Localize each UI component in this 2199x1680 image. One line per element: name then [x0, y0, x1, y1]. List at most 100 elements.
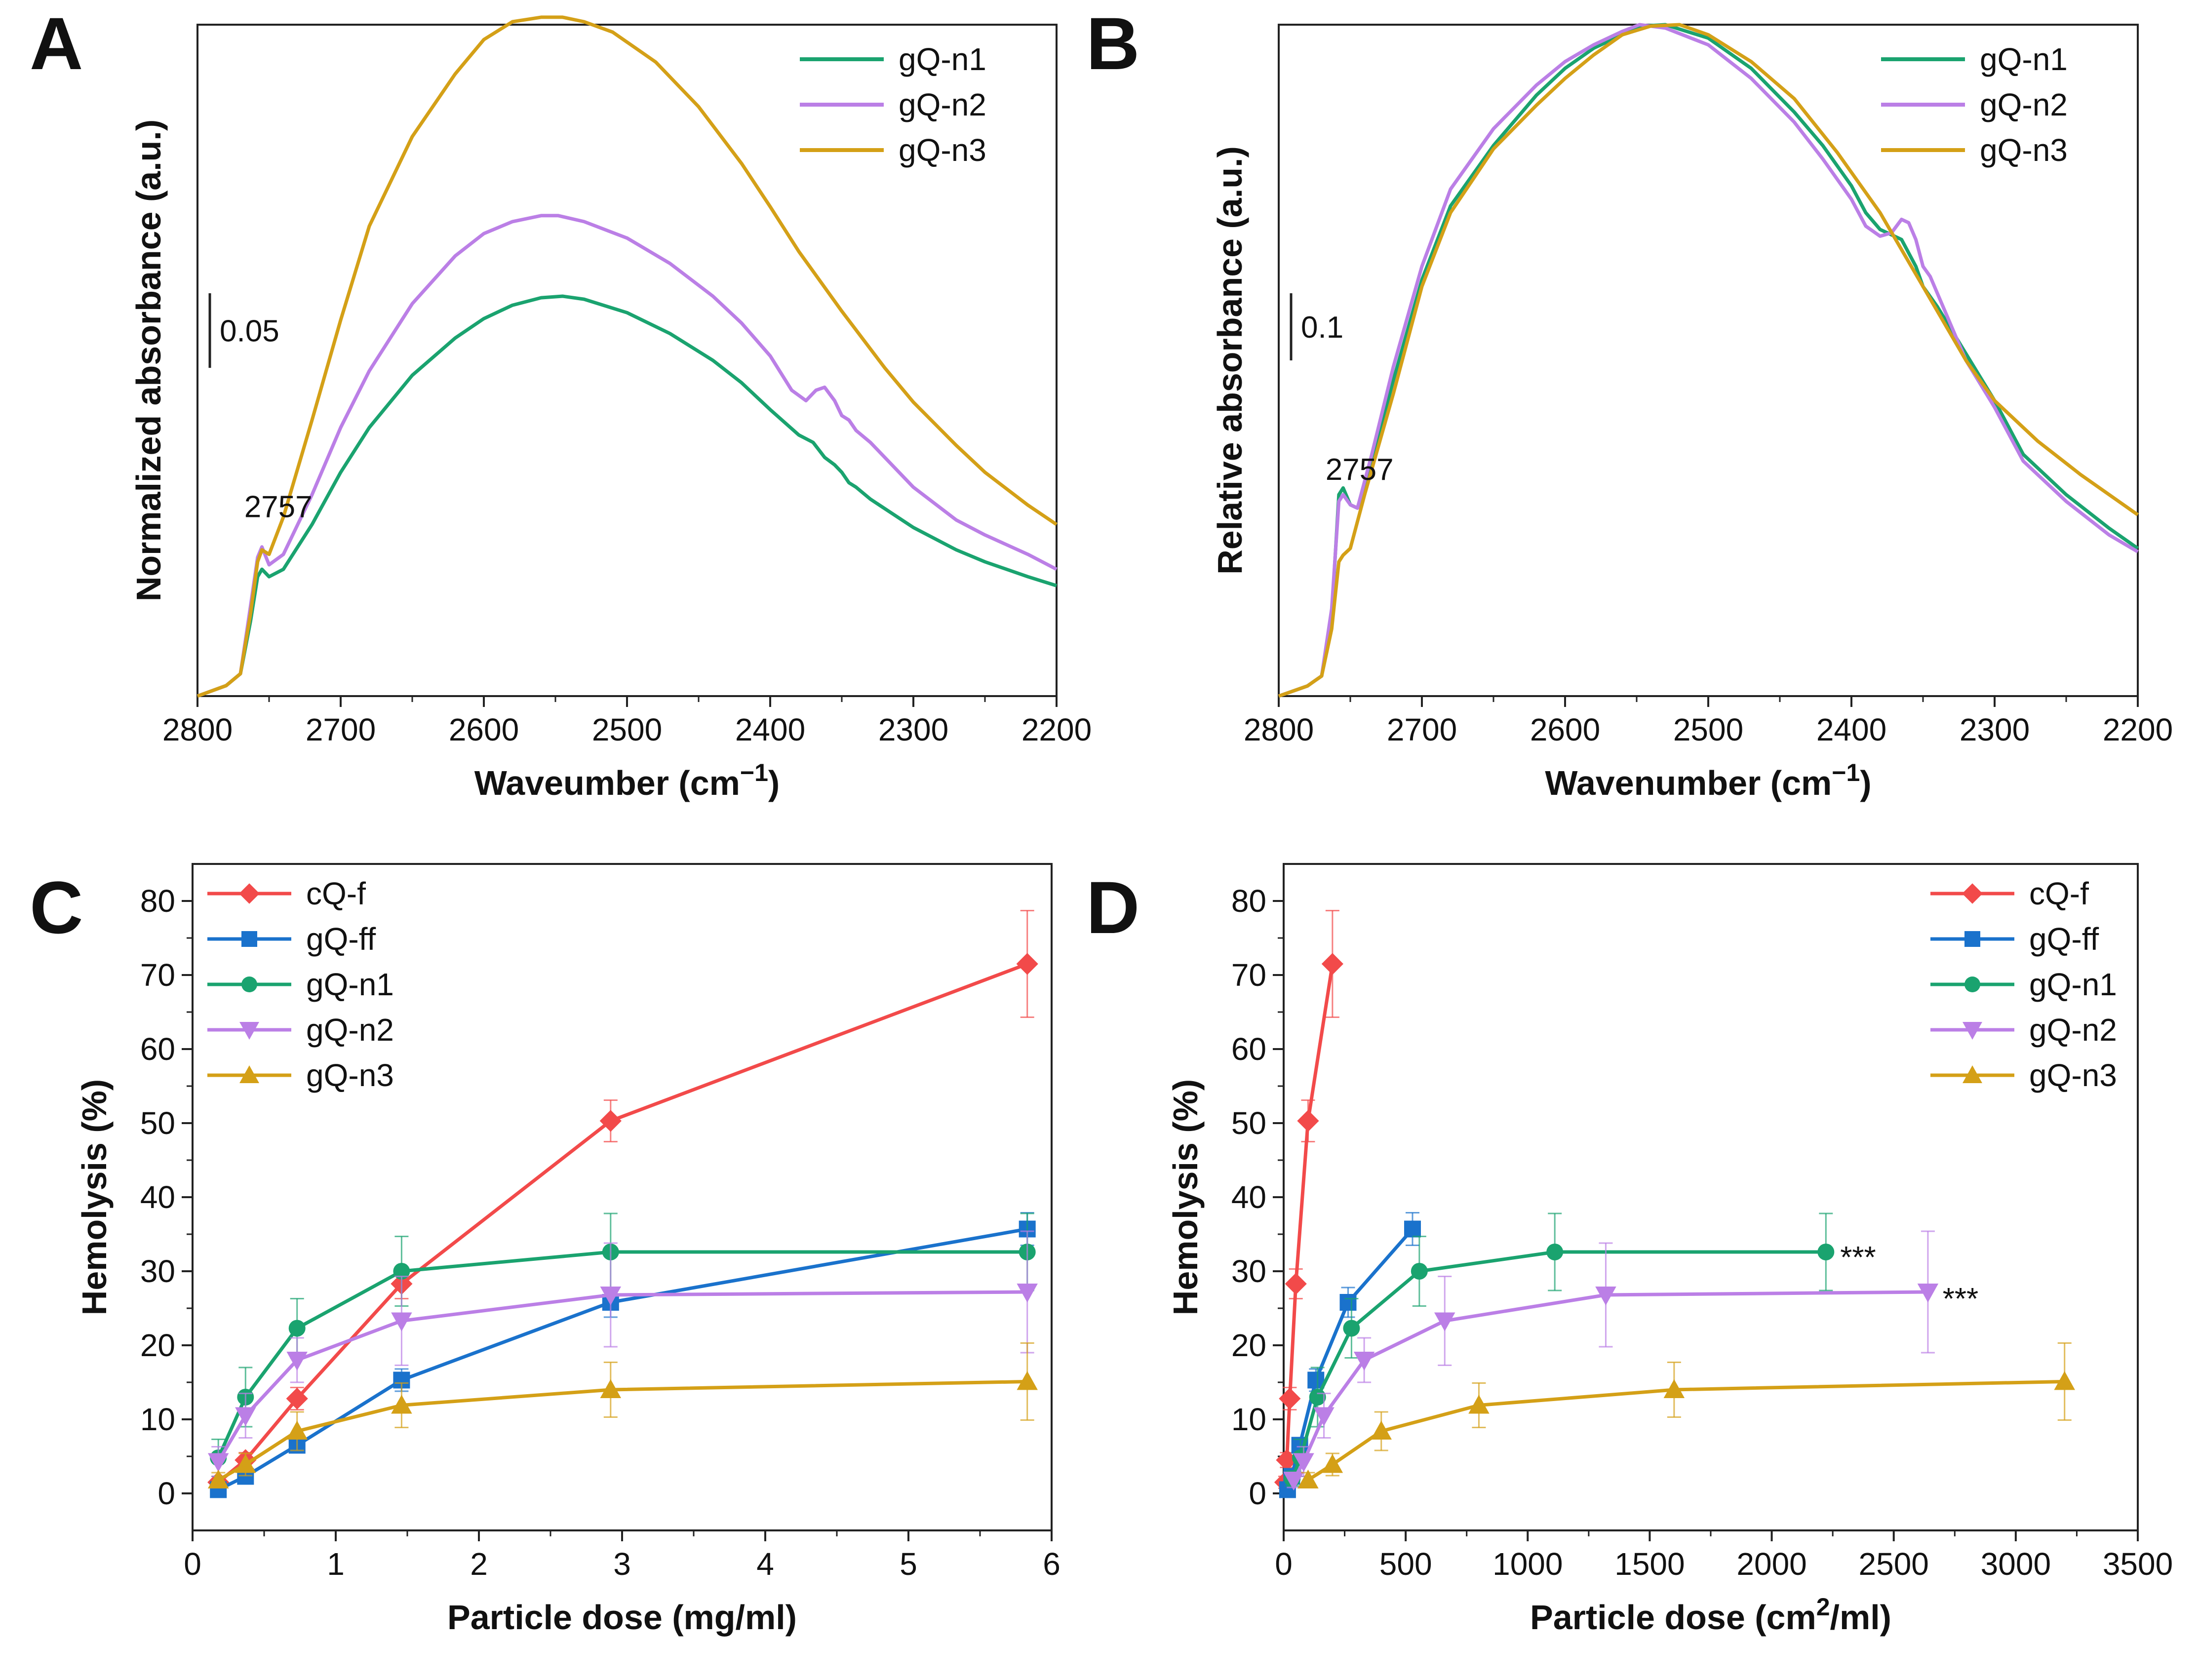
data-point-gQ-n3	[1322, 1454, 1343, 1473]
legend-label-cQ-f: cQ-f	[306, 876, 366, 911]
legend-label-gQ-ff: gQ-ff	[2029, 921, 2099, 957]
y-tick-label-C: 70	[140, 957, 175, 993]
legend-marker-gQ-ff	[1964, 931, 1980, 947]
x-tick-label-D: 500	[1379, 1546, 1432, 1582]
panel-letter-B: B	[1086, 2, 1139, 85]
legend-label-gQ-n3: gQ-n3	[899, 132, 986, 168]
legend-marker-gQ-n1	[241, 977, 257, 992]
x-tick-label-C: 0	[184, 1546, 201, 1582]
data-point-cQ-f	[286, 1387, 308, 1410]
x-tick-label-B: 2600	[1530, 712, 1600, 747]
significance-annotation-D: ***	[1943, 1282, 1978, 1316]
y-tick-label-C: 30	[140, 1253, 175, 1289]
y-tick-label-D: 0	[1249, 1476, 1266, 1511]
scale-bar-label-A: 0.05	[220, 314, 279, 349]
x-tick-label-A: 2200	[1021, 712, 1092, 747]
data-point-gQ-n3	[1371, 1420, 1392, 1440]
legend-marker-cQ-f	[1962, 883, 1983, 904]
data-point-gQ-n3	[235, 1454, 256, 1473]
series-gQ-n2	[1283, 1230, 1939, 1491]
data-point-cQ-f	[1279, 1387, 1301, 1410]
series-line-gQ-n2	[217, 1290, 1027, 1463]
x-tick-label-A: 2700	[306, 712, 376, 747]
x-axis-title-D: Particle dose (cm2/ml)	[1530, 1593, 1891, 1637]
legend-label-gQ-n1: gQ-n1	[899, 41, 986, 77]
x-tick-label-B: 2700	[1387, 712, 1457, 747]
x-tick-label-D: 1500	[1614, 1546, 1685, 1582]
legend-label-gQ-n3: gQ-n3	[2029, 1057, 2117, 1093]
series-line-gQ-n2	[1278, 23, 2139, 698]
y-tick-label-D: 30	[1231, 1253, 1266, 1289]
y-tick-label-C: 50	[140, 1105, 175, 1141]
x-tick-label-D: 1000	[1492, 1546, 1563, 1582]
peak-annotation-A: 2757	[244, 490, 313, 524]
legend-marker-gQ-n2	[1963, 1022, 1982, 1040]
x-tick-label-D: 3500	[2103, 1546, 2173, 1582]
data-point-gQ-n1	[1343, 1320, 1360, 1337]
y-tick-label-D: 60	[1231, 1031, 1266, 1067]
data-point-gQ-n2	[1293, 1453, 1314, 1472]
data-point-gQ-n2	[1313, 1407, 1335, 1426]
x-tick-label-A: 2800	[162, 712, 233, 747]
y-tick-label-D: 20	[1231, 1328, 1266, 1363]
x-tick-label-D: 2500	[1859, 1546, 1929, 1582]
plot-frame-A	[196, 24, 1058, 697]
x-axis-title-B: Wavenumber (cm−1)	[1545, 759, 1871, 802]
x-tick-label-B: 2800	[1244, 712, 1314, 747]
panel-A: A 2800 2700 2600 2500 2400 2300 2200 Normalized …	[30, 2, 1092, 747]
x-tick-label-D: 0	[1275, 1546, 1293, 1582]
legend-label-gQ-n2: gQ-n2	[1980, 87, 2068, 122]
y-tick-label-C: 0	[157, 1476, 175, 1511]
data-point-gQ-n3	[391, 1395, 412, 1414]
x-tick-label-C: 1	[327, 1546, 345, 1582]
x-tick-label-A: 2500	[592, 712, 662, 747]
x-tick-label-B: 2400	[1816, 712, 1886, 747]
legend-label-gQ-n3: gQ-n3	[306, 1057, 394, 1093]
data-point-gQ-n2	[1917, 1284, 1939, 1303]
series-line-gQ-n1	[1291, 1250, 1826, 1480]
y-tick-label-D: 10	[1231, 1402, 1266, 1437]
data-point-gQ-n3	[1297, 1469, 1319, 1488]
data-point-cQ-f	[1297, 1110, 1319, 1132]
data-point-gQ-n2	[1353, 1352, 1375, 1371]
legend-marker-cQ-f	[239, 883, 260, 904]
data-point-gQ-n3	[1017, 1371, 1038, 1390]
data-point-gQ-n2	[1595, 1287, 1616, 1306]
significance-annotation-D: ***	[1840, 1241, 1876, 1275]
panel-B: B 2800 2700 2600 2500 2400 2300 2200 Relative ab…	[1086, 2, 2173, 747]
series-line-gQ-n1	[196, 294, 1058, 698]
data-point-gQ-n1	[288, 1320, 306, 1337]
x-tick-label-C: 5	[900, 1546, 917, 1582]
data-point-gQ-n2	[235, 1407, 256, 1426]
series-line-gQ-ff	[217, 1227, 1028, 1491]
data-point-gQ-n3	[286, 1420, 308, 1440]
data-point-cQ-f	[599, 1110, 622, 1132]
panel-letter-C: C	[30, 866, 83, 949]
data-point-cQ-f	[1321, 953, 1343, 975]
series-line-gQ-n3	[196, 15, 1058, 698]
data-point-gQ-n3	[600, 1379, 622, 1398]
y-tick-label-C: 40	[140, 1179, 175, 1215]
x-tick-label-D: 2000	[1736, 1546, 1806, 1582]
y-tick-label-D: 50	[1231, 1105, 1266, 1141]
data-point-gQ-n1	[1817, 1244, 1835, 1260]
legend-label-gQ-ff: gQ-ff	[306, 921, 376, 957]
series-line-gQ-n2	[196, 214, 1058, 698]
data-point-gQ-n2	[600, 1287, 622, 1306]
y-axis-title-A: Normalized absorbance (a.u.)	[129, 119, 168, 601]
series-gQ-ff	[210, 1212, 1036, 1498]
y-axis-title-B: Relative absorbance (a.u.)	[1211, 146, 1249, 575]
panel-letter-A: A	[30, 2, 83, 85]
y-tick-label-C: 80	[140, 883, 175, 919]
series-gQ-n1	[1284, 1212, 1835, 1487]
x-tick-label-B: 2300	[1960, 712, 2030, 747]
y-tick-label-C: 10	[140, 1402, 175, 1437]
x-axis-title-C: Particle dose (mg/ml)	[447, 1598, 797, 1637]
series-gQ-n3	[1297, 1342, 2075, 1488]
data-point-gQ-ff	[1404, 1220, 1421, 1238]
y-tick-label-D: 40	[1231, 1179, 1266, 1215]
series-line-gQ-n3	[217, 1380, 1027, 1482]
data-point-gQ-n3	[207, 1469, 229, 1488]
series-gQ-n2	[207, 1230, 1038, 1477]
data-point-gQ-n1	[1411, 1263, 1428, 1280]
